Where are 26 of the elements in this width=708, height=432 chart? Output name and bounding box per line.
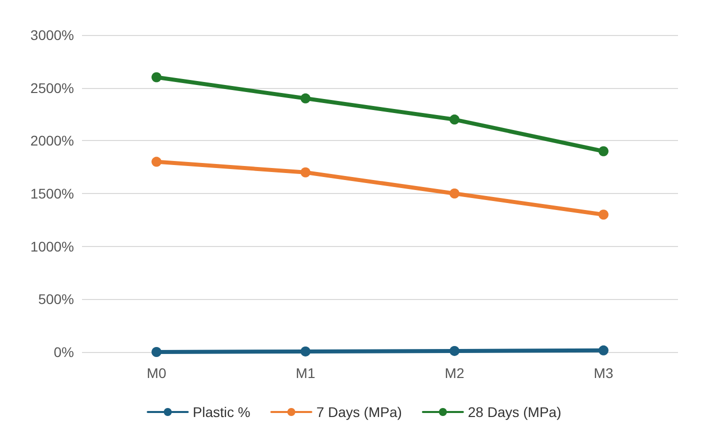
point — [598, 210, 608, 220]
y-tick-label: 1500% — [30, 186, 74, 202]
point — [450, 114, 460, 125]
y-tick-label: 2000% — [30, 132, 74, 149]
y-tick-label: 0% — [54, 344, 74, 360]
x-tick-label: M3 — [594, 365, 614, 381]
point — [152, 72, 162, 82]
point — [450, 346, 460, 356]
x-tick-label: M2 — [444, 365, 464, 381]
x-tick-label: M0 — [146, 365, 166, 381]
legend-label: 7 Days (MPa) — [316, 404, 402, 420]
y-tick-label: 500% — [38, 291, 74, 308]
point — [152, 347, 162, 357]
y-tick-label: 2500% — [30, 80, 74, 96]
point — [152, 156, 162, 167]
point — [598, 146, 608, 156]
point — [300, 93, 310, 104]
point — [450, 188, 460, 198]
y-tick-label: 1000% — [30, 238, 74, 254]
legend-label: Plastic % — [192, 404, 250, 420]
y-tick-label: 3000% — [30, 27, 74, 43]
point — [598, 345, 608, 356]
x-tick-label: M1 — [296, 365, 316, 381]
legend-label: 28 Days (MPa) — [468, 404, 562, 420]
point — [300, 346, 310, 356]
point — [300, 167, 310, 178]
